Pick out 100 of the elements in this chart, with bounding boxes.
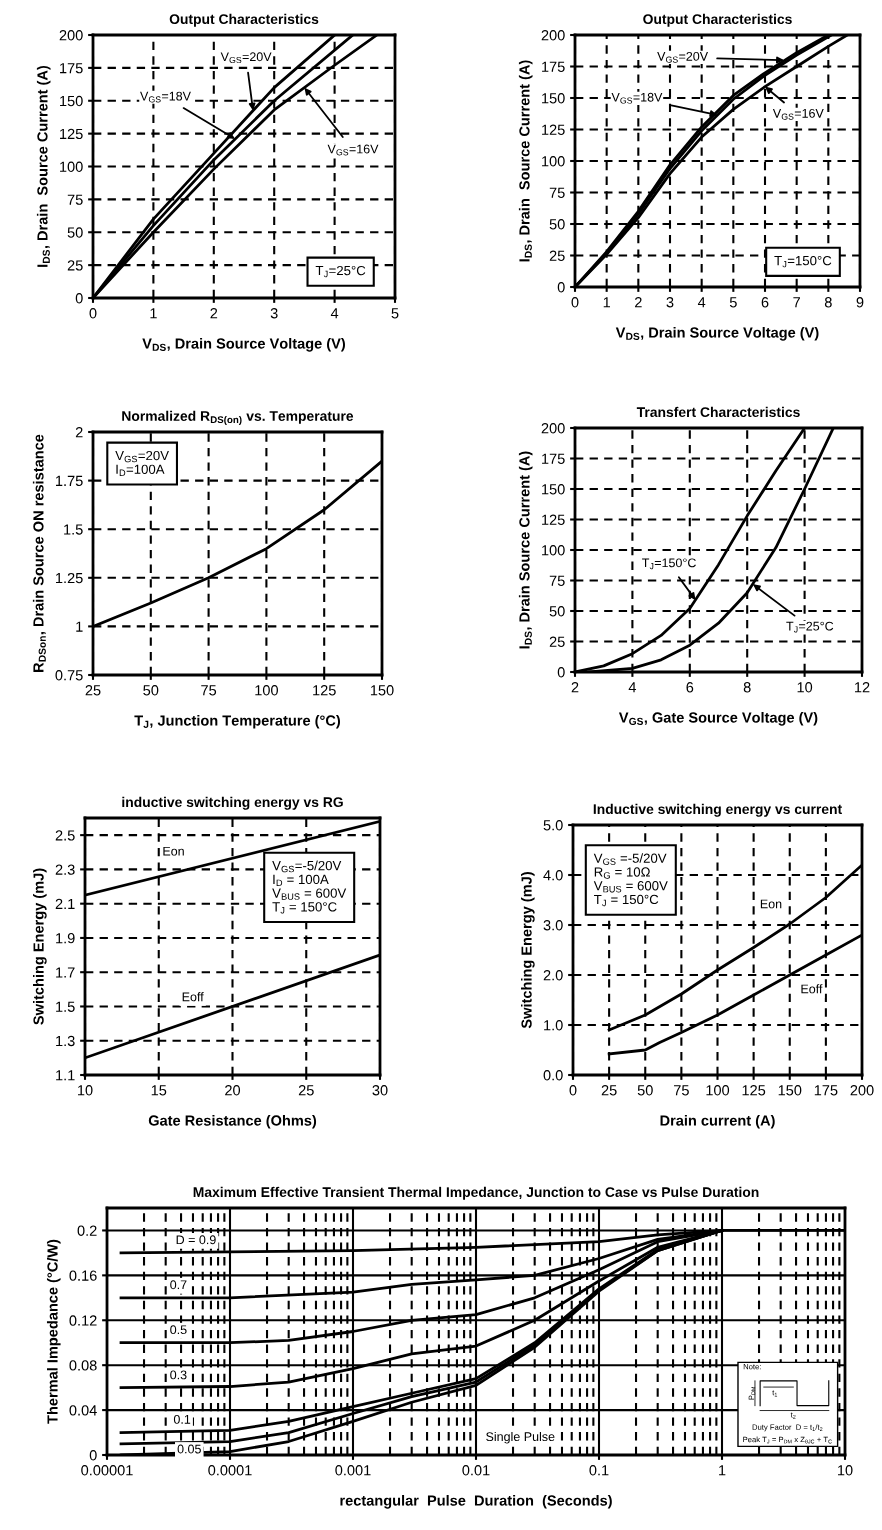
y-axis-title: I$_{DS}$, Drain Source Current (A) <box>518 60 533 262</box>
x-tick-label: 200 <box>850 1085 874 1096</box>
x-tick-label: 4 <box>628 682 637 693</box>
annotation: V$_{GS}$=20V <box>220 52 272 64</box>
y-tick-label: 25 <box>549 636 565 647</box>
x-tick-label: 10 <box>797 682 813 693</box>
y-tick-label: 50 <box>549 219 565 230</box>
x-tick-label: 0 <box>569 1085 577 1096</box>
chart-title: Maximum Effective Transient Thermal Impedance, Junction to Case vs Pulse Duration <box>193 1186 759 1200</box>
y-tick-label: 100 <box>542 545 565 556</box>
y-axis-title: Switching Energy (mJ) <box>33 868 47 1025</box>
x-tick-label: 0.1 <box>589 1465 609 1476</box>
text: V$_{GS}$=20V I$_{D}$=100A <box>115 450 169 476</box>
y-tick-label: 200 <box>541 30 565 41</box>
annotation: 0.7 <box>170 1280 187 1290</box>
x-tick-label: 75 <box>674 1085 689 1096</box>
y-tick-label: 1.5 <box>64 524 83 535</box>
x-tick-label: 0.001 <box>335 1465 371 1476</box>
annotation: D = 0.9 <box>176 1235 216 1245</box>
annotation: 0.5 <box>170 1325 187 1335</box>
x-tick-label: 2 <box>635 297 642 308</box>
y-tick-label: 175 <box>60 63 83 74</box>
x-tick-label: 4 <box>330 308 339 319</box>
x-tick-label: 150 <box>370 685 394 696</box>
y-tick-label: 0 <box>89 1450 97 1461</box>
x-tick-label: 6 <box>686 682 694 693</box>
y-tick-label: 150 <box>542 93 565 104</box>
y-tick-label: 1.0 <box>544 1020 563 1031</box>
y-tick-label: 175 <box>542 61 565 72</box>
y-tick-label: 50 <box>67 227 83 238</box>
y-tick-label: 100 <box>542 156 565 167</box>
x-tick-label: 8 <box>743 682 751 693</box>
x-tick-label: 3 <box>666 297 674 308</box>
y-tick-label: 50 <box>549 606 565 617</box>
y-tick-label: 0.2 <box>77 1225 97 1236</box>
y-tick-label: 1.7 <box>56 967 75 978</box>
chart-title: inductive switching energy vs RG <box>122 796 343 810</box>
y-tick-label: 125 <box>542 124 565 135</box>
x-axis-title: Drain current (A) <box>660 1114 775 1129</box>
annotation: Single Pulse <box>486 1431 555 1444</box>
x-axis-title: Gate Resistance (Ohms) <box>148 1114 317 1129</box>
y-tick-label: 1.9 <box>56 933 75 944</box>
x-tick-label: 2 <box>210 308 218 319</box>
chart-title: Transfert Characteristics <box>636 406 800 418</box>
y-tick-label: 1 <box>76 621 83 632</box>
x-tick-label: 25 <box>298 1085 314 1096</box>
y-tick-label: 1.1 <box>56 1070 75 1081</box>
y-tick-label: 0.16 <box>69 1270 97 1281</box>
x-tick-label: 175 <box>814 1085 838 1096</box>
y-tick-label: 200 <box>541 423 565 434</box>
x-tick-label: 1 <box>603 297 611 308</box>
y-tick-label: 5.0 <box>543 820 563 831</box>
y-tick-label: 0.12 <box>69 1315 97 1326</box>
y-axis-title: Switching Energy (mJ) <box>521 872 535 1029</box>
x-axis-title: V$_{DS}$, Drain Source Voltage (V) <box>615 326 819 341</box>
y-tick-label: 175 <box>542 453 565 464</box>
y-tick-label: 1.75 <box>56 475 83 487</box>
chart-title: Output Characteristics <box>169 13 319 27</box>
y-tick-label: 125 <box>542 514 565 525</box>
text: V$_{GS}$ =-5/20V R$_{G}$ = 10Ω V$_{BUS}$ = 600V T$_{J}$ = 150°C <box>593 853 668 907</box>
x-tick-label: 0.01 <box>462 1465 490 1476</box>
y-tick-label: 2.1 <box>55 898 75 909</box>
x-tick-label: 0.00001 <box>81 1465 133 1476</box>
x-tick-label: 10 <box>78 1085 93 1096</box>
y-axis-title: I$_{DS}$, Drain Source Current (A) <box>518 451 533 649</box>
x-tick-label: 0 <box>571 297 579 308</box>
x-tick-label: 8 <box>824 297 832 308</box>
y-tick-label: 0.75 <box>55 670 83 681</box>
annotation: V$_{GS}$=20V <box>657 51 709 63</box>
x-tick-label: 6 <box>761 297 769 308</box>
y-tick-label: 0.0 <box>543 1070 563 1081</box>
y-tick-label: 1.5 <box>56 1001 75 1012</box>
chart-title: Inductive switching energy vs current <box>593 803 842 817</box>
x-tick-label: 9 <box>856 297 864 308</box>
y-tick-label: 25 <box>549 250 565 261</box>
y-tick-label: 150 <box>60 95 83 107</box>
x-tick-label: 0.0001 <box>208 1465 252 1476</box>
x-axis-title: V$_{DS}$, Drain Source Voltage (V) <box>142 337 345 352</box>
y-axis-title: I$_{DS}$, Drain Source Current (A) <box>36 65 51 267</box>
y-tick-label: 2 <box>75 427 83 438</box>
annotation: Eon <box>163 846 184 856</box>
x-tick-label: 2 <box>571 682 579 693</box>
x-tick-label: 30 <box>372 1085 388 1096</box>
y-tick-label: 0 <box>557 282 565 293</box>
annotation: 0.05 <box>177 1444 201 1454</box>
x-tick-label: 100 <box>255 685 278 696</box>
x-tick-label: 5 <box>391 308 399 319</box>
x-tick-label: 75 <box>201 685 217 696</box>
y-tick-label: 0.04 <box>69 1405 97 1416</box>
y-axis-title: Thermal Impedance (°C/W) <box>46 1239 61 1424</box>
x-tick-label: 5 <box>729 297 737 308</box>
x-tick-label: 20 <box>225 1085 241 1096</box>
x-tick-label: 150 <box>778 1085 802 1096</box>
annotation: V$_{GS}$=18V <box>611 92 663 104</box>
x-tick-label: 50 <box>143 685 159 696</box>
y-tick-label: 2.3 <box>55 864 75 875</box>
y-tick-label: 25 <box>67 260 83 271</box>
y-axis-title: R$_{DSon}$, Drain Source ON resistance <box>32 434 46 672</box>
x-tick-label: 15 <box>151 1085 167 1096</box>
y-tick-label: 2.0 <box>543 970 563 981</box>
